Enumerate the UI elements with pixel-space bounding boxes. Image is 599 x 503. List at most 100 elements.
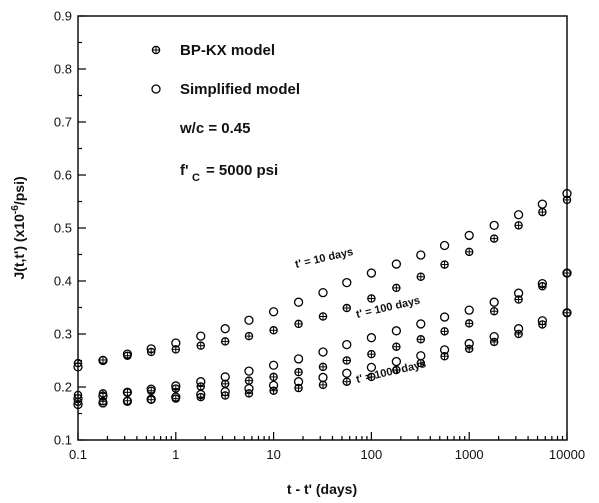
simplified-point xyxy=(293,297,304,307)
simplified-point xyxy=(220,387,230,397)
simplified-point xyxy=(562,268,572,278)
bp-kx-point xyxy=(392,342,401,351)
simplified-point xyxy=(366,268,377,278)
simplified-point xyxy=(146,394,156,404)
bp-kx-point xyxy=(440,260,449,269)
y-tick-label: 0.5 xyxy=(54,221,72,236)
bp-kx-point xyxy=(392,283,401,293)
ylabel-exponent: -6 xyxy=(10,205,21,214)
y-tick-label: 0.4 xyxy=(54,274,72,289)
simplified-point xyxy=(318,288,328,298)
simplified-point xyxy=(464,338,474,349)
bp-kx-point xyxy=(416,335,426,344)
bp-kx-point xyxy=(489,234,499,243)
x-axis-ticks: 0.1 1 10 100 1000 10000 xyxy=(69,432,585,462)
bp-kx-point xyxy=(514,329,523,339)
simplified-point xyxy=(73,399,83,410)
legend-marker-symbol xyxy=(151,45,161,55)
bp-kx-point xyxy=(342,303,352,313)
simplified-point xyxy=(391,259,402,269)
simplified-point xyxy=(73,362,83,372)
bp-kx-point xyxy=(342,356,352,365)
simplified-point xyxy=(196,331,206,341)
bp-kx-point xyxy=(538,207,547,217)
bp-kx-point xyxy=(392,365,401,375)
y-tick-label: 0.3 xyxy=(54,327,72,342)
simplified-point xyxy=(562,308,572,318)
y-tick-label: 0.9 xyxy=(54,9,72,24)
simplified-point xyxy=(293,377,304,387)
simplified-point xyxy=(73,394,83,404)
legend-marker-simplified xyxy=(151,84,161,94)
x-tick-label: 10 xyxy=(266,447,280,462)
simplified-point xyxy=(416,351,426,361)
simplified-point xyxy=(391,356,402,367)
y-tick-label: 0.6 xyxy=(54,168,72,183)
legend-marker-bp-kx xyxy=(151,45,161,55)
simplified-point xyxy=(268,307,279,317)
fc-annotation: f' C = 5000 psi xyxy=(180,162,278,184)
simplified-point xyxy=(171,392,181,402)
simplified-point xyxy=(342,368,352,378)
simplified-point xyxy=(268,380,279,391)
simplified-point xyxy=(537,316,548,326)
simplified-point xyxy=(489,297,499,307)
simplified-point xyxy=(146,384,156,394)
simplified-point xyxy=(318,372,328,383)
legend-marker-symbol xyxy=(151,84,161,94)
x-tick-label: 10000 xyxy=(549,447,585,462)
fc-symbol: f' xyxy=(180,162,189,179)
wc-annotation: w/c = 0.45 xyxy=(179,120,250,137)
bp-kx-point xyxy=(244,389,254,398)
simplified-point xyxy=(391,326,402,336)
curve-label-10-days: t' = 10 days xyxy=(294,246,354,271)
data-points xyxy=(73,188,572,410)
bp-kx-point xyxy=(244,331,254,341)
simplified-point xyxy=(513,210,524,220)
simplified-point xyxy=(439,345,450,355)
simplified-point xyxy=(98,391,108,401)
bp-kx-point xyxy=(269,386,278,395)
simplified-point xyxy=(562,188,572,199)
ylabel-part: J(t,t') (x10 xyxy=(11,214,27,280)
bp-kx-point xyxy=(220,337,230,346)
simplified-point xyxy=(98,355,108,366)
bp-kx-point xyxy=(269,326,278,335)
simplified-point xyxy=(122,387,133,397)
x-tick-label: 100 xyxy=(361,447,383,462)
y-tick-label: 0.1 xyxy=(54,433,72,448)
simplified-point xyxy=(122,396,133,406)
y-tick-label: 0.8 xyxy=(54,62,72,77)
simplified-point xyxy=(513,324,524,334)
simplified-point xyxy=(439,240,450,251)
bp-kx-point xyxy=(464,319,474,328)
legend-label-simplified: Simplified model xyxy=(180,81,300,98)
simplified-point xyxy=(196,389,206,400)
x-tick-label: 1000 xyxy=(455,447,484,462)
curve-label-100-days: t' = 100 days xyxy=(355,295,421,321)
bp-kx-point xyxy=(318,312,328,321)
simplified-point xyxy=(244,366,254,376)
simplified-point xyxy=(366,333,377,343)
plot-frame xyxy=(77,15,568,441)
simplified-point xyxy=(244,383,254,394)
simplified-point xyxy=(293,354,304,364)
simplified-point xyxy=(171,381,181,391)
simplified-point xyxy=(342,339,352,350)
bp-kx-point xyxy=(367,372,376,382)
simplified-point xyxy=(416,250,426,260)
legend: BP-KX model Simplified model xyxy=(151,42,300,98)
fc-subscript: C xyxy=(192,172,200,184)
y-tick-label: 0.2 xyxy=(54,380,72,395)
bp-kx-point xyxy=(318,362,328,372)
bp-kx-point xyxy=(464,247,474,257)
bp-kx-point xyxy=(416,272,426,282)
simplified-point xyxy=(171,338,181,348)
bp-kx-point xyxy=(367,349,376,359)
y-axis-title: J(t,t') (x10-6/psi) xyxy=(10,176,27,279)
bp-kx-point xyxy=(318,380,328,390)
bp-kx-point xyxy=(294,367,303,377)
simplified-point xyxy=(220,324,230,334)
simplified-point xyxy=(98,398,108,408)
fc-value: = 5000 psi xyxy=(206,162,278,179)
